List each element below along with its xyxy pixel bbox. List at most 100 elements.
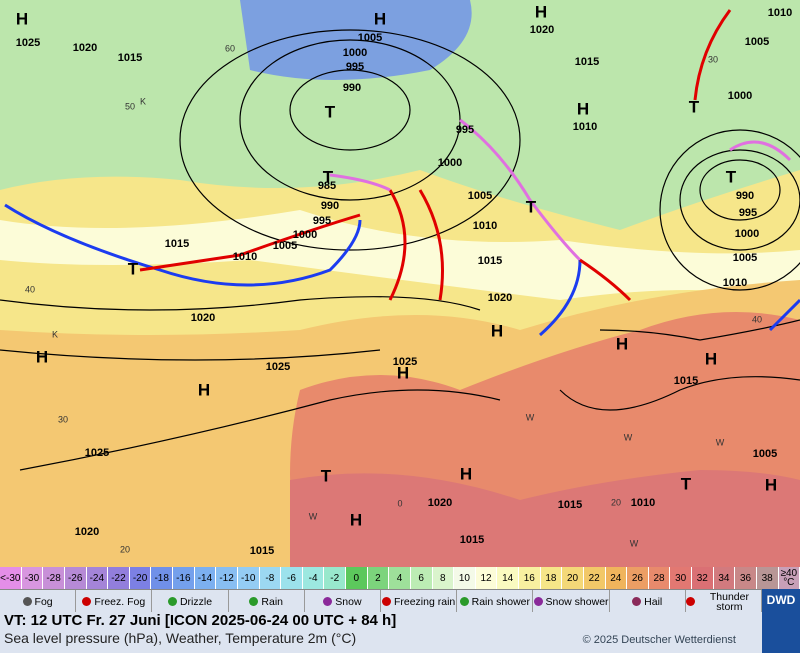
pressure-center: T <box>128 259 139 278</box>
map-label: W <box>624 432 633 442</box>
isobar-label: 1020 <box>75 526 99 538</box>
pressure-center: H <box>16 9 28 28</box>
isobar-label: 990 <box>343 82 361 94</box>
map-label: 30 <box>708 54 718 64</box>
pressure-center: T <box>681 474 692 493</box>
copyright: © 2025 Deutscher Wetterdienst <box>582 634 736 646</box>
isobar-label: 1010 <box>233 251 257 263</box>
isobar-label: 1020 <box>191 312 215 324</box>
scale-cell: -24 <box>86 567 109 589</box>
map-label: K <box>140 96 146 106</box>
map-label: K <box>52 329 58 339</box>
scale-cell: 20 <box>562 567 584 589</box>
map-label: 40 <box>752 314 762 324</box>
legend-text: Snow <box>335 595 362 608</box>
isobar-label: 1025 <box>16 37 40 49</box>
pressure-center: H <box>577 99 589 118</box>
isobar-label: 1000 <box>343 47 367 59</box>
isobar-label: 1025 <box>266 361 290 373</box>
cool-area <box>0 0 800 230</box>
pressure-center: H <box>491 321 503 340</box>
legend-icon <box>685 597 695 606</box>
scale-cell: 8 <box>432 567 455 589</box>
scale-cell: -20 <box>129 567 152 589</box>
scale-cell: 28 <box>648 567 671 589</box>
isobar-label: 1005 <box>273 240 297 252</box>
scale-cell: -10 <box>237 567 260 589</box>
scale-cell: 0 <box>346 567 368 589</box>
legend-item: Hail <box>610 590 686 613</box>
scale-cell: -6 <box>281 567 303 589</box>
scale-cell: 30 <box>670 567 692 589</box>
map-label: W <box>630 538 639 548</box>
scale-cell: -8 <box>259 567 282 589</box>
legend-item: Drizzle <box>152 590 229 613</box>
map-label: W <box>526 412 535 422</box>
isobar-label: 1010 <box>768 7 792 19</box>
isobar-label: 1015 <box>165 238 189 250</box>
scale-cell: 26 <box>627 567 649 589</box>
color-scale: <-30 -30 -28 -26 -24 -22 -20 -18 -16 -14 -12 -10 -8-… <box>0 567 800 589</box>
scale-cell: 14 <box>497 567 519 589</box>
isobar-label: 1025 <box>85 447 109 459</box>
scale-cell: -12 <box>216 567 238 589</box>
isobar-label: 990 <box>736 190 754 202</box>
isobar-label: 985 <box>318 180 336 192</box>
map-label: W <box>716 437 725 447</box>
isobar-label: 995 <box>739 207 757 219</box>
isobar-label: 1005 <box>745 36 769 48</box>
scale-cell: -2 <box>324 567 346 589</box>
weather-map: 1025 1020 1015 1005 1000 995 990 1020 1015 1010 99… <box>0 0 800 567</box>
legend-item: Rain shower <box>457 590 534 613</box>
isobar-label: 995 <box>313 215 331 227</box>
pressure-center: H <box>374 9 386 28</box>
isobar-label: 1005 <box>753 448 777 460</box>
scale-cell: 22 <box>583 567 606 589</box>
scale-cell: 12 <box>475 567 498 589</box>
isobar-label: 1015 <box>674 375 698 387</box>
isobar-label: 1010 <box>631 497 655 509</box>
map-label: 20 <box>120 544 130 554</box>
legend-text: Freez. Fog <box>94 595 146 608</box>
pressure-center: H <box>350 510 362 529</box>
legend-icon <box>22 597 32 606</box>
valid-time: VT: 12 UTC Fr. 27 Juni [ICON 2025-06-24 … <box>4 612 397 629</box>
legend-item: Snow <box>305 590 382 613</box>
legend-text: Fog <box>34 595 53 608</box>
description: Sea level pressure (hPa), Weather, Tempe… <box>4 630 357 646</box>
map-label: 40 <box>25 284 35 294</box>
isobar-label: 1020 <box>428 497 452 509</box>
scale-cell: 4 <box>389 567 411 589</box>
scale-cell: 36 <box>735 567 757 589</box>
legend-text: Freezing rain <box>393 595 456 608</box>
legend-text: Thunder storm <box>709 590 749 613</box>
isobar-label: 1005 <box>468 190 492 202</box>
scale-cell: ≥40 °C <box>778 567 800 589</box>
legend-icon <box>82 597 92 606</box>
isobar-label: 1015 <box>460 534 484 546</box>
pressure-center: T <box>689 97 700 116</box>
legend-text: Snow shower <box>545 595 609 608</box>
map-label: 60 <box>225 43 235 53</box>
legend-item: Rain <box>229 590 305 613</box>
scale-cell: -4 <box>302 567 325 589</box>
isobar-label: 1015 <box>558 499 582 511</box>
isobar-label: 1015 <box>118 52 142 64</box>
isobar-label: 995 <box>346 61 364 73</box>
isobar-label: 1010 <box>573 121 597 133</box>
isobar-label: 1020 <box>488 292 512 304</box>
pressure-center: T <box>323 167 334 186</box>
scale-cell: -18 <box>151 567 173 589</box>
logo: DWD <box>762 589 800 653</box>
pressure-center: T <box>526 197 537 216</box>
scale-cell: 6 <box>410 567 433 589</box>
isobar-label: 1020 <box>73 42 97 54</box>
legend-item: Snow shower <box>533 590 610 613</box>
map-label: 30 <box>58 414 68 424</box>
scale-cell: 38 <box>756 567 779 589</box>
legend-icon <box>632 597 642 606</box>
footer: VT: 12 UTC Fr. 27 Juni [ICON 2025-06-24 … <box>0 612 762 653</box>
scale-cell: 18 <box>540 567 563 589</box>
isobar-label: 1020 <box>530 24 554 36</box>
legend-text: Rain <box>261 595 284 608</box>
